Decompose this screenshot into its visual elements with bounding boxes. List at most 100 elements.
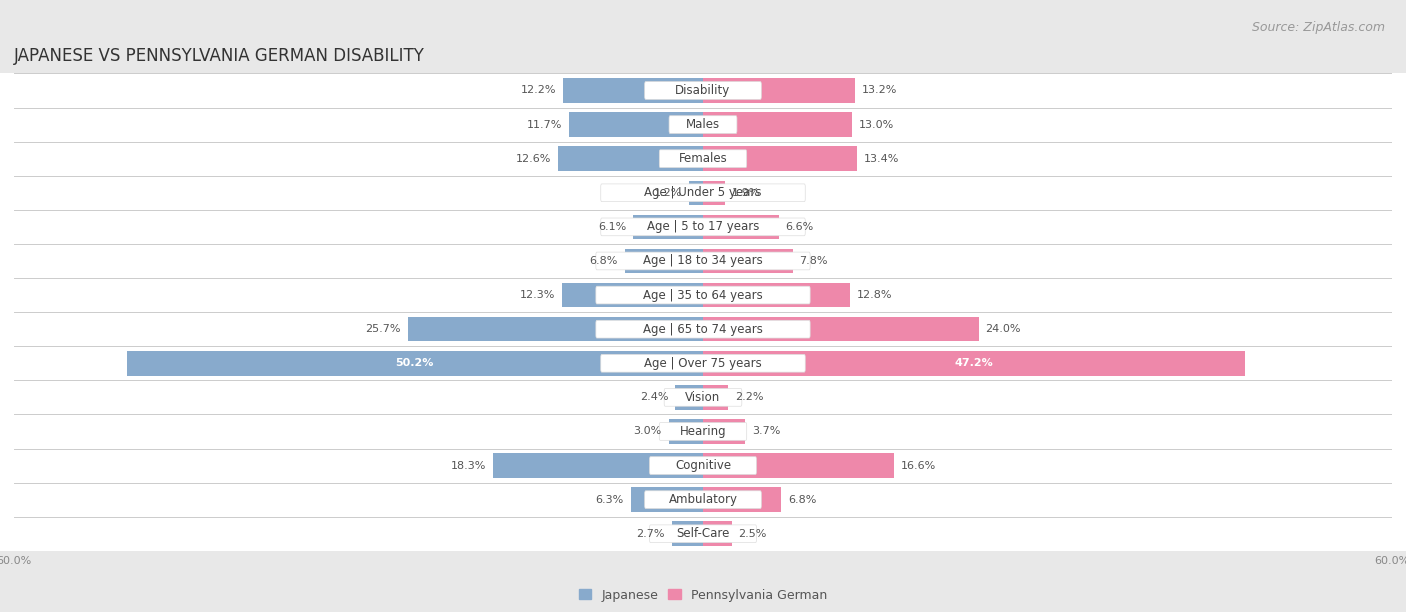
Bar <box>703 215 779 239</box>
Bar <box>0 414 1406 449</box>
Text: 24.0%: 24.0% <box>986 324 1021 334</box>
Bar <box>562 283 703 307</box>
Text: 6.1%: 6.1% <box>598 222 626 232</box>
Text: 18.3%: 18.3% <box>450 461 486 471</box>
FancyBboxPatch shape <box>659 150 747 168</box>
FancyBboxPatch shape <box>596 286 810 304</box>
FancyBboxPatch shape <box>596 320 810 338</box>
Bar <box>0 449 1406 483</box>
Bar <box>689 181 703 205</box>
Text: 2.4%: 2.4% <box>640 392 669 402</box>
FancyBboxPatch shape <box>645 491 761 509</box>
Bar <box>0 380 1406 414</box>
Text: Disability: Disability <box>675 84 731 97</box>
Text: Cognitive: Cognitive <box>675 459 731 472</box>
Text: 12.2%: 12.2% <box>520 86 555 95</box>
Bar <box>558 146 703 171</box>
Text: 50.2%: 50.2% <box>395 358 434 368</box>
Text: 12.3%: 12.3% <box>519 290 555 300</box>
Bar <box>0 141 1406 176</box>
Text: 6.8%: 6.8% <box>589 256 619 266</box>
Bar <box>0 483 1406 517</box>
Text: 12.8%: 12.8% <box>856 290 893 300</box>
Bar <box>624 248 703 273</box>
Text: 6.6%: 6.6% <box>786 222 814 232</box>
Bar <box>0 176 1406 210</box>
Text: Age | 5 to 17 years: Age | 5 to 17 years <box>647 220 759 233</box>
Bar <box>0 517 1406 551</box>
Bar <box>127 351 703 376</box>
Bar <box>703 419 745 444</box>
Text: Vision: Vision <box>685 391 721 404</box>
Bar <box>0 73 1406 108</box>
Bar <box>0 244 1406 278</box>
Bar <box>703 351 1244 376</box>
Bar <box>675 385 703 409</box>
Text: Age | 18 to 34 years: Age | 18 to 34 years <box>643 255 763 267</box>
Bar <box>703 283 851 307</box>
Text: 2.2%: 2.2% <box>735 392 763 402</box>
Text: Age | Over 75 years: Age | Over 75 years <box>644 357 762 370</box>
Text: 7.8%: 7.8% <box>800 256 828 266</box>
Text: 16.6%: 16.6% <box>900 461 936 471</box>
Legend: Japanese, Pennsylvania German: Japanese, Pennsylvania German <box>574 584 832 606</box>
Text: JAPANESE VS PENNSYLVANIA GERMAN DISABILITY: JAPANESE VS PENNSYLVANIA GERMAN DISABILI… <box>14 47 425 65</box>
FancyBboxPatch shape <box>669 116 737 133</box>
Bar <box>0 278 1406 312</box>
Text: Age | 65 to 74 years: Age | 65 to 74 years <box>643 323 763 335</box>
Text: Source: ZipAtlas.com: Source: ZipAtlas.com <box>1251 21 1385 34</box>
Bar <box>703 146 856 171</box>
FancyBboxPatch shape <box>650 525 756 543</box>
FancyBboxPatch shape <box>600 218 806 236</box>
Text: 3.7%: 3.7% <box>752 427 780 436</box>
Bar <box>703 113 852 137</box>
FancyBboxPatch shape <box>645 81 761 99</box>
Bar <box>494 453 703 478</box>
FancyBboxPatch shape <box>659 423 747 440</box>
Bar <box>0 346 1406 380</box>
Text: 13.2%: 13.2% <box>862 86 897 95</box>
Text: 2.5%: 2.5% <box>738 529 766 539</box>
Text: Males: Males <box>686 118 720 131</box>
Bar <box>703 317 979 341</box>
Bar <box>703 181 725 205</box>
Bar <box>0 210 1406 244</box>
Text: Ambulatory: Ambulatory <box>668 493 738 506</box>
Bar <box>703 78 855 103</box>
FancyBboxPatch shape <box>664 389 742 406</box>
Text: 11.7%: 11.7% <box>526 119 562 130</box>
Text: Self-Care: Self-Care <box>676 528 730 540</box>
Text: 2.7%: 2.7% <box>637 529 665 539</box>
Text: 1.9%: 1.9% <box>731 188 761 198</box>
Text: 25.7%: 25.7% <box>366 324 401 334</box>
FancyBboxPatch shape <box>600 184 806 201</box>
Bar <box>633 215 703 239</box>
Bar <box>672 521 703 546</box>
Text: 6.3%: 6.3% <box>596 494 624 505</box>
Bar <box>408 317 703 341</box>
Text: Females: Females <box>679 152 727 165</box>
Bar <box>0 312 1406 346</box>
Bar <box>568 113 703 137</box>
Bar <box>703 453 894 478</box>
Text: 3.0%: 3.0% <box>634 427 662 436</box>
Text: 12.6%: 12.6% <box>516 154 551 163</box>
Text: Age | 35 to 64 years: Age | 35 to 64 years <box>643 289 763 302</box>
Bar <box>703 248 793 273</box>
Bar <box>703 521 731 546</box>
Bar <box>703 385 728 409</box>
Text: Hearing: Hearing <box>679 425 727 438</box>
Text: Age | Under 5 years: Age | Under 5 years <box>644 186 762 200</box>
Bar <box>0 108 1406 141</box>
Text: 6.8%: 6.8% <box>787 494 817 505</box>
Bar <box>669 419 703 444</box>
Text: 47.2%: 47.2% <box>955 358 994 368</box>
Text: 13.4%: 13.4% <box>863 154 898 163</box>
Text: 13.0%: 13.0% <box>859 119 894 130</box>
FancyBboxPatch shape <box>596 252 810 270</box>
Bar <box>631 487 703 512</box>
Bar <box>562 78 703 103</box>
FancyBboxPatch shape <box>600 354 806 372</box>
FancyBboxPatch shape <box>650 457 756 474</box>
Text: 1.2%: 1.2% <box>654 188 682 198</box>
